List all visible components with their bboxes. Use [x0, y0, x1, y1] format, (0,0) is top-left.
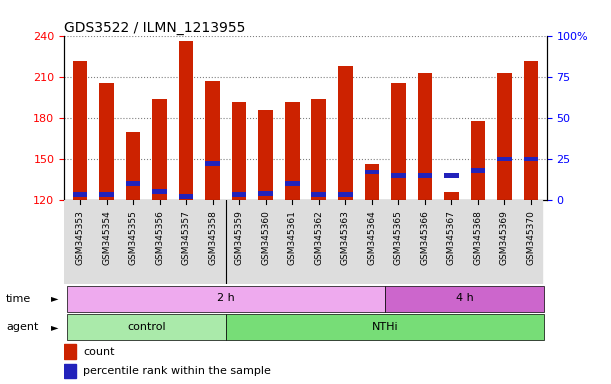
Text: GSM345366: GSM345366 — [420, 210, 430, 265]
Bar — [285, 102, 299, 200]
Bar — [417, 73, 432, 200]
Bar — [64, 364, 76, 378]
Bar — [73, 192, 87, 197]
Bar — [152, 189, 167, 194]
Bar — [73, 61, 87, 200]
Bar — [258, 110, 273, 200]
Text: count: count — [84, 347, 115, 357]
Text: GSM345368: GSM345368 — [474, 210, 483, 265]
Bar — [100, 192, 114, 197]
Text: GSM345364: GSM345364 — [367, 210, 376, 265]
Text: GSM345370: GSM345370 — [527, 210, 535, 265]
Text: GSM345369: GSM345369 — [500, 210, 509, 265]
Bar — [338, 192, 353, 197]
Bar — [232, 102, 246, 200]
Text: agent: agent — [6, 322, 38, 333]
Bar — [285, 181, 299, 186]
Text: GSM345365: GSM345365 — [394, 210, 403, 265]
Bar — [100, 83, 114, 200]
Text: GSM345367: GSM345367 — [447, 210, 456, 265]
Bar — [179, 41, 194, 200]
Text: GSM345353: GSM345353 — [76, 210, 84, 265]
Bar — [385, 286, 544, 311]
Text: 2 h: 2 h — [217, 293, 235, 303]
Text: GSM345356: GSM345356 — [155, 210, 164, 265]
Text: GSM345354: GSM345354 — [102, 210, 111, 265]
Bar — [417, 173, 432, 177]
Bar — [64, 344, 76, 359]
Bar — [444, 173, 459, 177]
Text: NTHi: NTHi — [371, 322, 398, 332]
Bar — [226, 314, 544, 340]
Bar — [470, 168, 485, 173]
Bar — [232, 192, 246, 197]
Bar — [365, 170, 379, 174]
Text: GSM345363: GSM345363 — [341, 210, 349, 265]
Text: GSM345359: GSM345359 — [235, 210, 244, 265]
Bar — [126, 132, 141, 200]
Text: percentile rank within the sample: percentile rank within the sample — [84, 366, 271, 376]
Bar — [126, 181, 141, 186]
Bar — [67, 286, 385, 311]
Bar — [365, 164, 379, 200]
Text: GSM345358: GSM345358 — [208, 210, 217, 265]
Bar — [497, 157, 511, 161]
Bar — [152, 99, 167, 200]
Bar — [312, 192, 326, 197]
Bar — [391, 173, 406, 177]
Bar — [391, 83, 406, 200]
Bar — [338, 66, 353, 200]
Bar — [524, 61, 538, 200]
Bar — [258, 191, 273, 195]
Text: GSM345360: GSM345360 — [262, 210, 270, 265]
Bar — [205, 161, 220, 166]
Bar — [67, 314, 226, 340]
Text: GSM345355: GSM345355 — [128, 210, 137, 265]
Bar — [524, 157, 538, 161]
Text: control: control — [127, 322, 166, 332]
Bar — [497, 73, 511, 200]
Bar — [470, 121, 485, 200]
Text: GSM345362: GSM345362 — [314, 210, 323, 265]
Text: GDS3522 / ILMN_1213955: GDS3522 / ILMN_1213955 — [64, 22, 246, 35]
Bar — [179, 194, 194, 199]
Text: ►: ► — [51, 322, 59, 333]
Text: GSM345357: GSM345357 — [181, 210, 191, 265]
Bar — [444, 192, 459, 200]
Bar — [205, 81, 220, 200]
Text: time: time — [6, 293, 31, 304]
Bar — [312, 99, 326, 200]
Text: GSM345361: GSM345361 — [288, 210, 297, 265]
Text: ►: ► — [51, 293, 59, 304]
Text: 4 h: 4 h — [456, 293, 474, 303]
